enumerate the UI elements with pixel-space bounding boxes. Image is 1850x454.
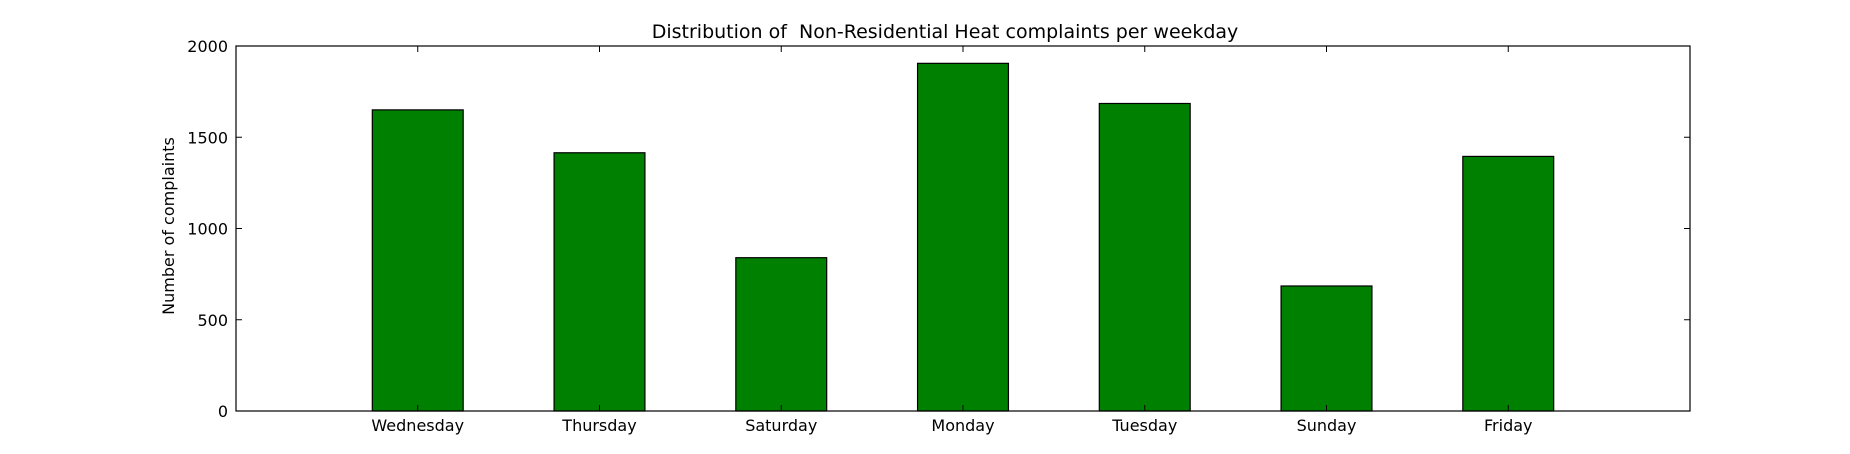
y-tick-label-0: 0 xyxy=(218,402,228,421)
bars-layer xyxy=(371,62,1555,412)
bar-tuesday xyxy=(1098,102,1191,412)
chart-title: Distribution of Non-Residential Heat com… xyxy=(652,21,1239,43)
y-tick-label-1500: 1500 xyxy=(187,128,228,147)
y-tick-label-1000: 1000 xyxy=(187,220,228,239)
x-tick-label-thursday: Thursday xyxy=(561,416,636,435)
bar-thursday xyxy=(553,152,646,412)
x-tick-label-friday: Friday xyxy=(1484,416,1533,435)
bar-sunday xyxy=(1280,285,1373,412)
y-tick-label-500: 500 xyxy=(197,311,228,330)
plot-frame xyxy=(235,45,1691,412)
x-tick-label-wednesday: Wednesday xyxy=(371,416,464,435)
y-axis-label: Number of complaints xyxy=(159,137,178,315)
bar-friday xyxy=(1462,155,1555,412)
x-tick-label-tuesday: Tuesday xyxy=(1111,416,1177,435)
x-tick-label-saturday: Saturday xyxy=(745,416,817,435)
x-tick-label-sunday: Sunday xyxy=(1297,416,1357,435)
bar-wednesday xyxy=(371,109,464,412)
bar-monday xyxy=(916,62,1010,412)
bar-saturday xyxy=(735,257,828,412)
ticks-layer: Wednesday Thursday Saturday Monday Tuesday Su… xyxy=(187,37,1690,435)
y-tick-label-2000: 2000 xyxy=(187,37,228,56)
x-tick-label-monday: Monday xyxy=(931,416,994,435)
